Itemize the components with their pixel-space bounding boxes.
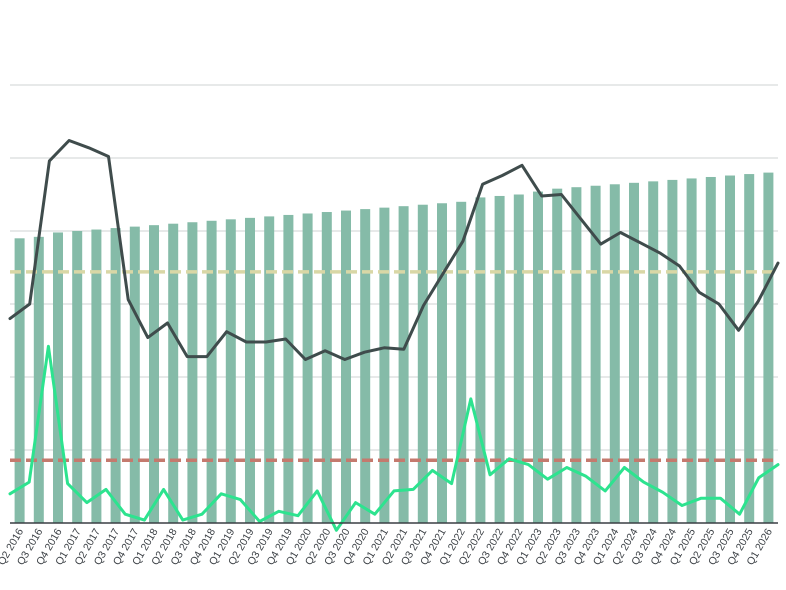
bar <box>379 207 390 523</box>
bar <box>571 187 582 523</box>
bar <box>686 178 697 523</box>
bar <box>225 219 236 523</box>
bar <box>513 194 524 523</box>
bar <box>360 209 371 523</box>
series-line <box>8 139 780 361</box>
bar <box>264 216 275 523</box>
bar <box>475 197 486 524</box>
bar <box>494 195 505 523</box>
bar <box>667 179 678 523</box>
bar <box>705 176 716 524</box>
bar-series <box>14 172 774 524</box>
bar <box>417 204 428 523</box>
bar <box>456 201 467 524</box>
bar <box>283 214 294 523</box>
bar <box>53 232 63 523</box>
bar <box>14 238 25 524</box>
bar <box>33 236 44 523</box>
bar <box>648 181 659 524</box>
bar <box>91 229 102 524</box>
bar <box>129 226 140 523</box>
bar <box>629 182 639 523</box>
bar <box>206 220 217 523</box>
bar <box>533 191 543 523</box>
bar <box>398 206 409 523</box>
bar <box>725 175 735 523</box>
reference-lines <box>10 270 778 462</box>
bar <box>437 203 447 523</box>
bar <box>187 222 198 524</box>
bar <box>110 228 121 523</box>
bar <box>552 188 563 523</box>
bar <box>744 174 755 523</box>
bar <box>321 212 332 523</box>
bar <box>245 217 255 524</box>
bar <box>168 223 179 523</box>
line-series <box>8 139 780 532</box>
bar <box>590 185 601 524</box>
bar <box>302 213 313 524</box>
bar <box>609 184 620 523</box>
bar <box>763 172 774 523</box>
series-line <box>8 344 780 532</box>
bar <box>341 210 351 523</box>
bar <box>149 225 159 523</box>
bar <box>72 231 83 523</box>
